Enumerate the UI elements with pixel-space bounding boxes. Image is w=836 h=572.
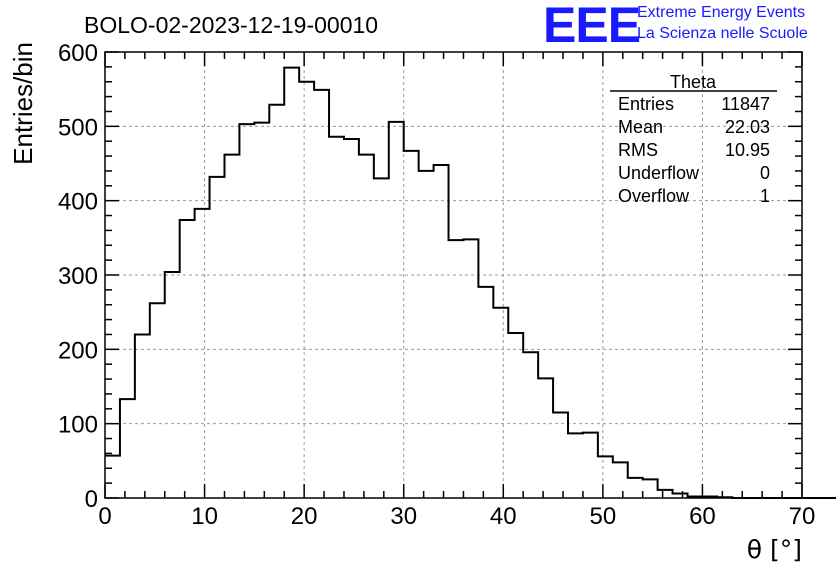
chart-title: BOLO-02-2023-12-19-00010 xyxy=(84,12,378,38)
y-tick-label: 300 xyxy=(58,263,98,290)
y-axis-label: Entries/bin xyxy=(8,42,38,165)
stats-value: 10.95 xyxy=(725,140,770,160)
stats-label: Underflow xyxy=(618,163,700,183)
x-tick-label: 0 xyxy=(98,503,111,530)
stats-value: 1 xyxy=(760,186,770,206)
y-tick-label: 200 xyxy=(58,337,98,364)
x-tick-label: 10 xyxy=(191,503,218,530)
logo-subtitle-1: Extreme Energy Events xyxy=(637,4,806,21)
stats-value: 11847 xyxy=(721,94,770,114)
stats-label: RMS xyxy=(618,140,658,160)
y-tick-label: 0 xyxy=(85,486,98,513)
x-tick-label: 50 xyxy=(590,503,617,530)
y-tick-label: 500 xyxy=(58,114,98,141)
eee-logo: EEE xyxy=(543,0,641,53)
axis-ticks xyxy=(104,51,803,499)
x-tick-label: 30 xyxy=(390,503,417,530)
stats-label: Entries xyxy=(618,94,674,114)
stats-box: Theta Entries 11847 Mean 22.03 RMS 10.95 Under… xyxy=(610,72,777,206)
x-tick-label: 60 xyxy=(689,503,716,530)
stats-title: Theta xyxy=(670,72,717,92)
y-tick-label: 600 xyxy=(58,40,98,67)
stats-label: Mean xyxy=(618,117,663,137)
x-tick-label: 40 xyxy=(490,503,517,530)
y-tick-label: 100 xyxy=(58,412,98,439)
logo-subtitle-2: La Scienza nelle Scuole xyxy=(637,25,808,42)
stats-value: 22.03 xyxy=(725,117,770,137)
x-tick-label: 20 xyxy=(291,503,318,530)
stats-value: 0 xyxy=(760,163,770,183)
stats-label: Overflow xyxy=(618,186,690,206)
grid xyxy=(105,52,802,498)
y-tick-label: 400 xyxy=(58,189,98,216)
x-tick-label: 70 xyxy=(789,503,816,530)
x-axis-label: θ [°] xyxy=(747,535,802,564)
